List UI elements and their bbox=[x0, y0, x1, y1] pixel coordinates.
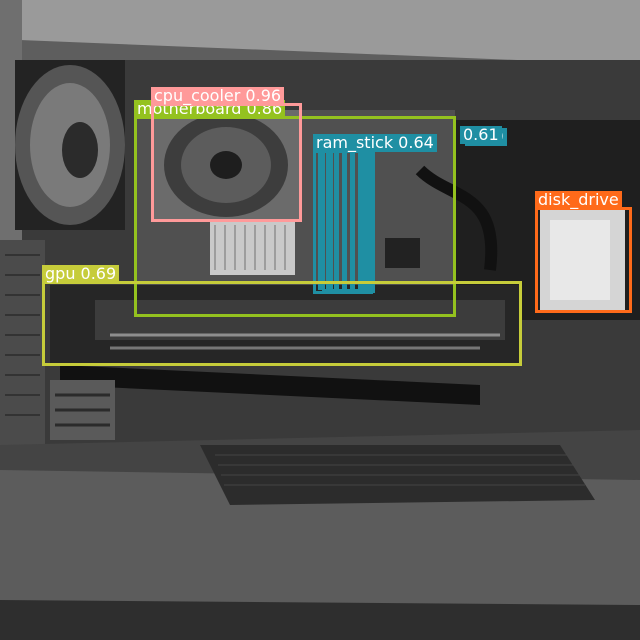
motherboard-box bbox=[134, 116, 456, 317]
rear-fan bbox=[15, 60, 125, 230]
ram-stick-label-1: ram_stick 0.64 bbox=[313, 134, 437, 152]
cpu-cooler-label: cpu_cooler 0.96 bbox=[151, 87, 285, 105]
cpu-cooler-box bbox=[151, 103, 302, 222]
ram-stick-label-2: 0.61 bbox=[460, 126, 502, 144]
disk-drive-box bbox=[535, 207, 632, 313]
gpu-label: gpu 0.69 bbox=[42, 265, 120, 283]
disk-drive-label: disk_drive bbox=[535, 191, 622, 209]
gpu-box bbox=[42, 281, 522, 366]
gpu-object bbox=[50, 285, 520, 365]
disk-drive-object bbox=[540, 210, 625, 310]
cpu-cooler-object bbox=[152, 110, 300, 220]
ram-stick-group bbox=[318, 150, 371, 290]
ram-stick-box-1 bbox=[313, 150, 373, 294]
